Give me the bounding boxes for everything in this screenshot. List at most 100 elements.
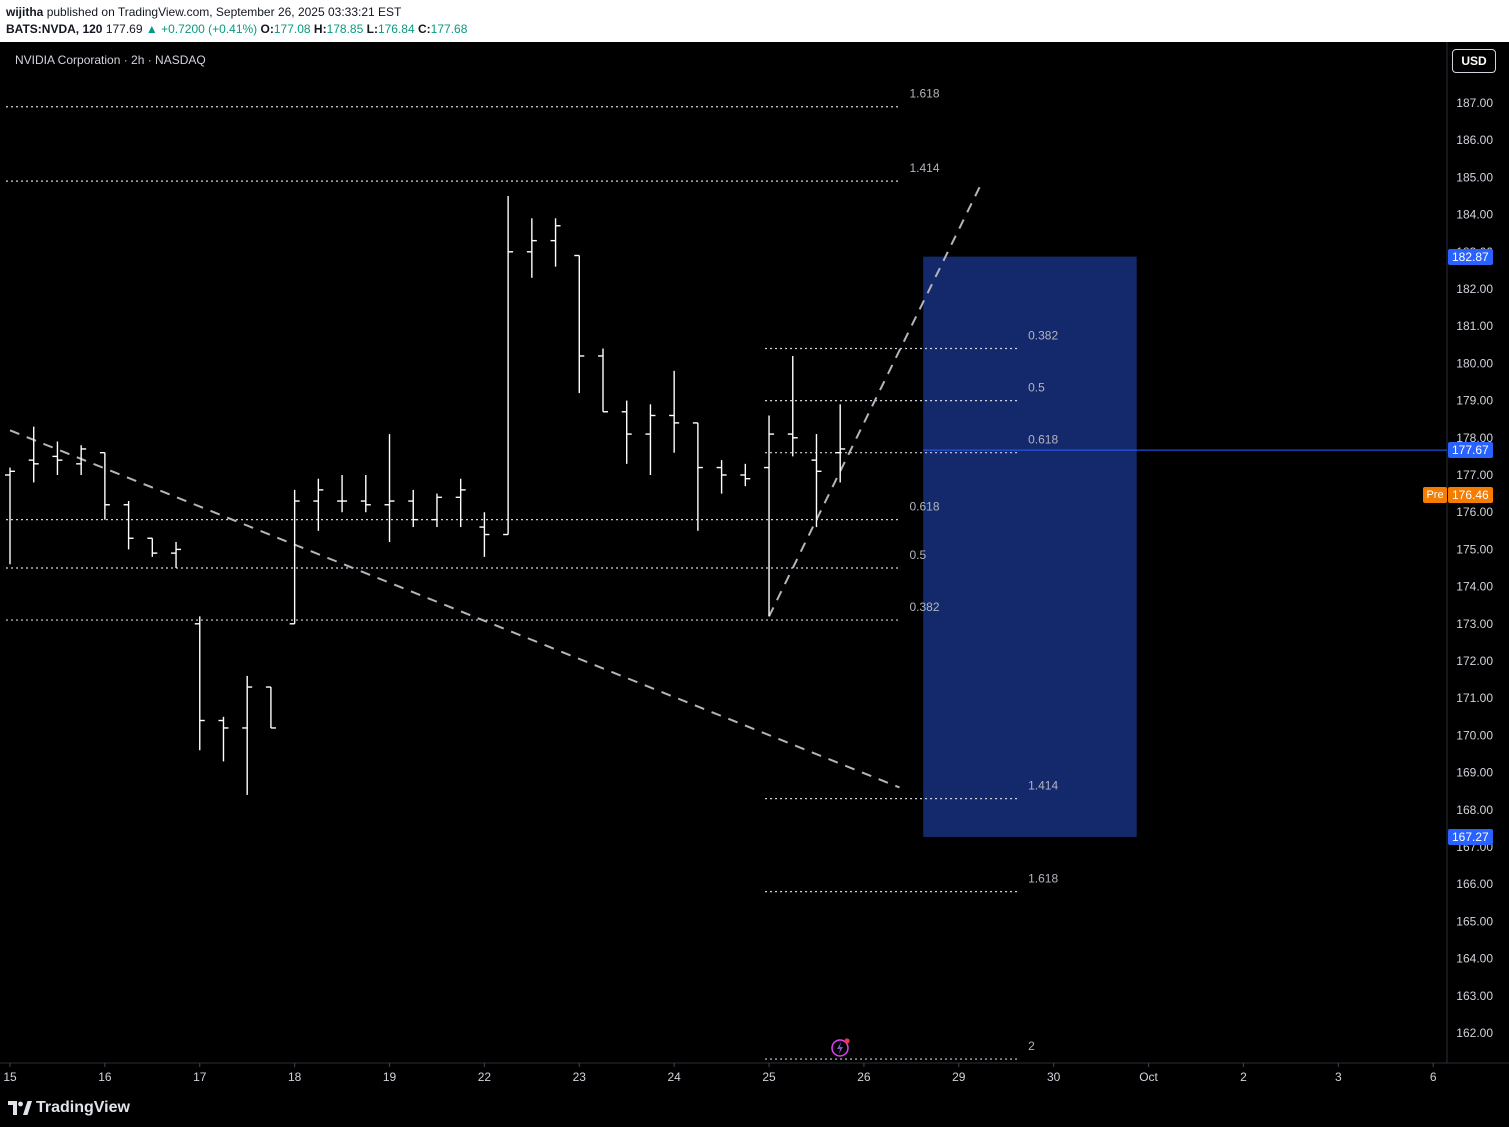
fib-left-level-label: 1.414 (910, 161, 940, 175)
last-price: 177.69 (105, 22, 143, 36)
price-axis-tick-label: 175.00 (1456, 542, 1493, 556)
open-label: O: (260, 22, 274, 36)
low-value: 176.84 (377, 22, 415, 36)
fib-left-level-label: 0.618 (910, 500, 940, 514)
price-axis-tick-label: 168.00 (1456, 803, 1493, 817)
box-top-price-label: 182.87 (1448, 248, 1493, 265)
fib-right-level-label: 1.618 (1028, 872, 1058, 886)
ohlc-bar (313, 478, 324, 531)
ohlc-bar (265, 686, 276, 729)
currency-button[interactable]: USD (1452, 49, 1496, 73)
ohlc-bar (337, 475, 348, 513)
legend-title: NVIDIA Corporation · 2h · NASDAQ (15, 53, 206, 67)
fib-left-level-label: 0.5 (910, 548, 927, 562)
ohlc-bar (550, 218, 561, 267)
published-text: published on TradingView.com, September … (46, 5, 402, 19)
ohlc-bar (479, 512, 490, 557)
price-axis-tick-label: 164.00 (1456, 952, 1493, 966)
fib-left-level-label: 0.382 (910, 600, 940, 614)
price-change: +0.7200 (+0.41%) (161, 22, 258, 36)
ohlc-bar (835, 404, 846, 483)
time-axis-tick-label: 18 (288, 1070, 302, 1084)
price-axis-tick-label: 170.00 (1456, 728, 1493, 742)
time-axis-tick-label: 19 (383, 1070, 397, 1084)
price-axis-tick-label: 177.00 (1456, 468, 1493, 482)
target-box (923, 256, 1137, 837)
ohlc-bar (289, 489, 300, 625)
price-axis-tick-label: 162.00 (1456, 1026, 1493, 1040)
time-axis-tick-label: 15 (3, 1070, 17, 1084)
time-axis-tick-label: Oct (1139, 1070, 1158, 1084)
time-axis-tick-label: 6 (1430, 1070, 1437, 1084)
ohlc-bars (5, 196, 846, 795)
brand-name: TradingView (36, 1099, 130, 1116)
price-chart[interactable]: 1.618 1.414 0.618 0.5 0.382 0.382 0.5 0.618 1.41… (0, 42, 1509, 1091)
time-axis-tick-label: 17 (193, 1070, 207, 1084)
ohlc-bar (764, 415, 775, 617)
ohlc-bar (503, 196, 514, 536)
event-marker-dot (844, 1038, 850, 1044)
time-axis-tick-label: 26 (857, 1070, 871, 1084)
ohlc-bar (5, 467, 15, 565)
ohlc-bar (716, 460, 727, 494)
price-axis-tick-label: 173.00 (1456, 617, 1493, 631)
time-axis-tick-label: 25 (762, 1070, 776, 1084)
symbol-ohlc-line: BATS:NVDA, 120 177.69 ▲ +0.7200 (+0.41%)… (6, 22, 467, 36)
tradingview-logo-icon (8, 1100, 32, 1115)
symbol-name: BATS:NVDA, 120 (6, 22, 103, 36)
tradingview-logo[interactable]: TradingView (8, 1099, 130, 1117)
close-label: C: (418, 22, 431, 36)
ohlc-bar (28, 426, 39, 483)
time-axis-tick-label: 24 (667, 1070, 681, 1084)
price-axis-tick-label: 171.00 (1456, 691, 1493, 705)
footer: TradingView (0, 1091, 1509, 1127)
price-axis-tick-label: 182.00 (1456, 282, 1493, 296)
price-axis-tick-label: 176.00 (1456, 505, 1493, 519)
ohlc-bar (645, 404, 656, 475)
ohlc-bar (431, 493, 442, 528)
event-marker-icon (831, 1038, 850, 1057)
ohlc-bar (123, 501, 134, 550)
fib-right-level-label: 2 (1028, 1039, 1035, 1053)
high-label: H: (313, 22, 327, 36)
price-axis-tick-label: 165.00 (1456, 914, 1493, 928)
trend-line-ascending (768, 180, 984, 617)
ohlc-bar (455, 478, 466, 528)
ohlc-bar (360, 475, 371, 513)
chart-background (0, 42, 1509, 1091)
price-axis-tick-label: 169.00 (1456, 766, 1493, 780)
ohlc-bar (171, 541, 182, 568)
ohlc-bar (76, 445, 87, 475)
time-axis-tick-label: 29 (952, 1070, 966, 1084)
price-axis-tick-label: 185.00 (1456, 170, 1493, 184)
change-arrow-icon: ▲ (145, 22, 158, 36)
fib-right-level-label: 1.414 (1028, 779, 1058, 793)
open-value: 177.08 (273, 22, 311, 36)
pre-market-price-label: 176.46 (1448, 487, 1493, 504)
ohlc-bar (740, 463, 751, 487)
time-axis-tick-label: 30 (1047, 1070, 1061, 1084)
price-axis-tick-label: 187.00 (1456, 96, 1493, 110)
event-marker-bolt (837, 1042, 843, 1054)
pre-market-tag: Pre (1423, 487, 1447, 504)
price-axis-tick-label: 179.00 (1456, 394, 1493, 408)
ohlc-bar (621, 400, 632, 464)
ohlc-bar (99, 451, 110, 520)
author-name[interactable]: wijitha (6, 5, 44, 19)
event-marker-ring (831, 1039, 849, 1057)
ohlc-bar (669, 370, 680, 453)
price-axis-tick-label: 172.00 (1456, 654, 1493, 668)
box-bottom-price-label: 167.27 (1448, 828, 1493, 845)
trend-line-descending (9, 429, 900, 789)
time-axis-tick-label: 2 (1240, 1070, 1247, 1084)
fib-left-level-label: 1.618 (910, 87, 940, 101)
ohlc-bar (242, 675, 253, 795)
price-axis-tick-label: 178.00 (1456, 431, 1493, 445)
close-value: 177.68 (430, 22, 468, 36)
price-axis-tick-label: 174.00 (1456, 580, 1493, 594)
price-axis-tick-label: 180.00 (1456, 356, 1493, 370)
ohlc-bar (811, 434, 822, 528)
low-label: L: (366, 22, 378, 36)
fib-right-level-label: 0.618 (1028, 433, 1058, 447)
ohlc-bar (598, 348, 608, 413)
